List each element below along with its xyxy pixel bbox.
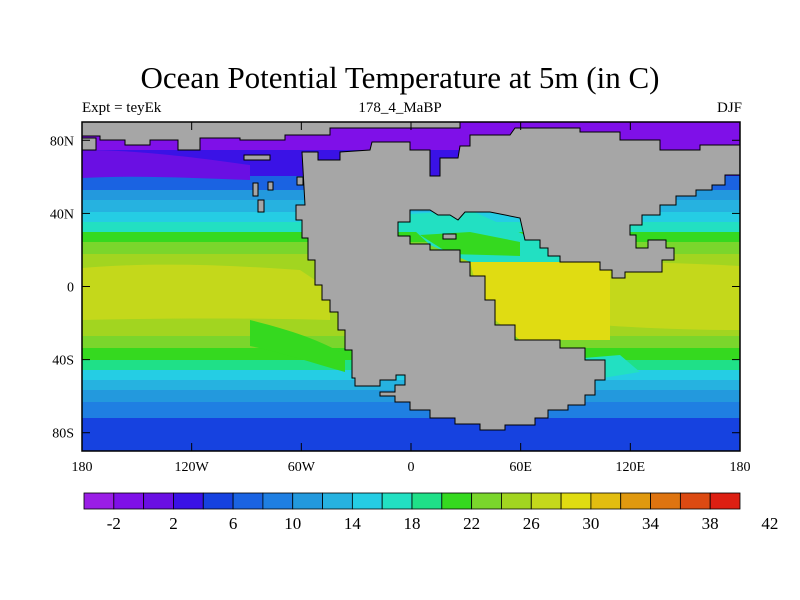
colorbar-box	[560, 492, 592, 510]
colorbar-box	[202, 492, 234, 510]
cool-current-south-pacific	[250, 320, 345, 372]
x-tick-label: 60E	[509, 460, 532, 475]
y-tick-label: 0	[67, 281, 74, 296]
colorbar-box	[232, 492, 264, 510]
x-axis: 180 120W 60W 0 60E 120E 180	[72, 122, 751, 475]
colorbar-label: 2	[169, 514, 178, 533]
y-tick-label: 40N	[50, 207, 74, 222]
warm-sea-east	[470, 262, 610, 340]
colorbar-box	[709, 492, 741, 510]
colorbar-label: 38	[702, 514, 719, 533]
map-title: Ocean Potential Temperature at 5m (in C)	[140, 60, 660, 95]
x-tick-label: 120E	[616, 460, 646, 475]
colorbar-label: 6	[229, 514, 238, 533]
arctic-landmass	[82, 122, 461, 151]
colorbar-label: 42	[761, 514, 778, 533]
colorbar-box	[650, 492, 681, 510]
colorbar-box	[262, 492, 294, 510]
north-island-west	[82, 137, 97, 151]
warm-pool-west-pacific	[600, 262, 740, 330]
colorbar-box	[173, 492, 204, 510]
small-island-a	[252, 182, 259, 197]
colorbar	[83, 492, 741, 510]
x-tick-label: 180	[72, 460, 93, 475]
time-period-label: 178_4_MaBP	[358, 100, 442, 116]
colorbar-box	[351, 492, 383, 510]
y-tick-label: 80S	[52, 427, 74, 442]
colorbar-box	[83, 492, 115, 510]
colorbar-label: 34	[642, 514, 660, 533]
colorbar-label: 22	[463, 514, 480, 533]
warm-pool-east-pacific	[82, 264, 330, 320]
x-tick-label: 0	[408, 460, 415, 475]
colorbar-box	[501, 492, 532, 510]
y-tick-label: 80N	[50, 134, 74, 149]
colorbar-box	[381, 492, 413, 510]
y-tick-label: 40S	[52, 354, 74, 369]
colorbar-label: 30	[582, 514, 599, 533]
cold-patch-north-pacific	[82, 150, 250, 180]
colorbar-box	[679, 492, 711, 510]
colorbar-box	[441, 492, 473, 510]
colorbar-box	[322, 492, 353, 510]
small-island-e	[243, 154, 271, 161]
colorbar-label: -2	[107, 514, 121, 533]
pangea-landmass	[295, 127, 740, 431]
x-tick-label: 120W	[175, 460, 210, 475]
colorbar-label: 26	[523, 514, 540, 533]
band-south-cold	[82, 402, 740, 420]
colorbar-box	[590, 492, 622, 510]
small-island-c	[257, 199, 265, 213]
colorbar-box	[471, 492, 502, 510]
colorbar-box	[292, 492, 323, 510]
x-tick-label: 180	[730, 460, 751, 475]
x-tick-label: 60W	[288, 460, 316, 475]
colorbar-label: 10	[284, 514, 301, 533]
colorbar-label: 18	[404, 514, 421, 533]
colorbar-box	[113, 492, 145, 510]
y-axis: 80N 40N 0 40S 80S	[50, 134, 740, 442]
colorbar-label: 14	[344, 514, 362, 533]
land-masses	[82, 122, 740, 431]
season-label: DJF	[716, 100, 742, 116]
colorbar-box	[411, 492, 443, 510]
small-island-f	[442, 233, 457, 240]
colorbar-box	[143, 492, 174, 510]
experiment-label: Expt = teyEk	[82, 100, 162, 116]
small-island-d	[296, 176, 304, 186]
small-island-b	[267, 181, 274, 191]
colorbar-box	[530, 492, 562, 510]
colorbar-box	[620, 492, 651, 510]
colorbar-labels: -2 2 6 10 14 18 22 26 30 34 38 42	[107, 514, 779, 533]
